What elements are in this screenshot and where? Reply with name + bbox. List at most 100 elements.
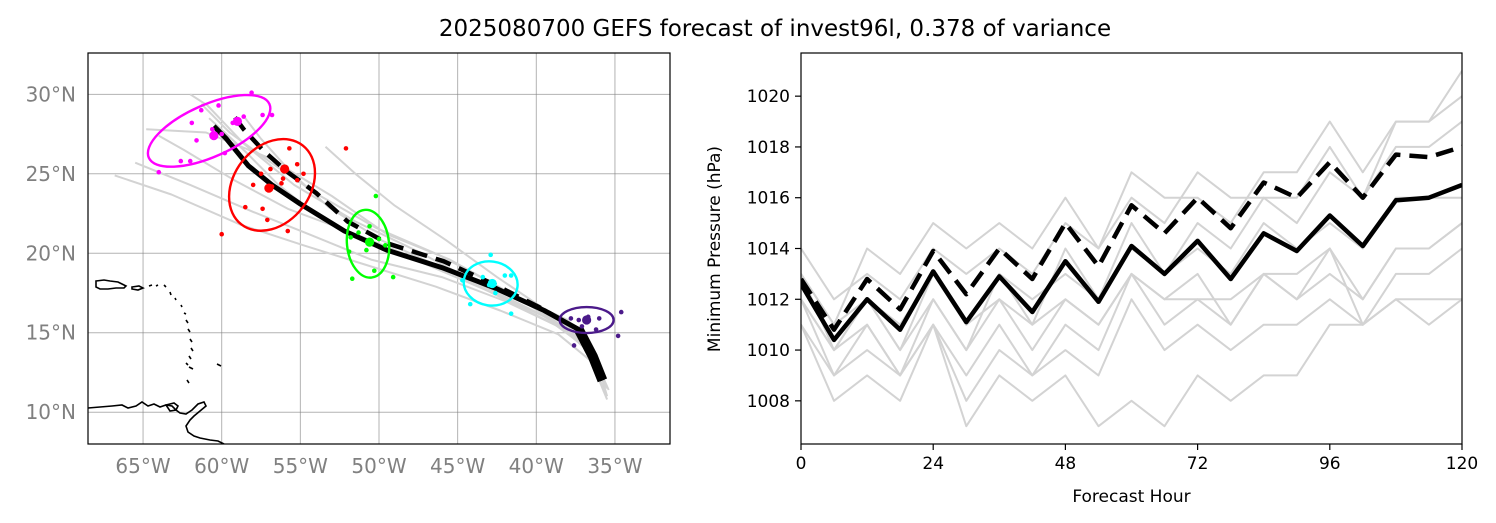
map-y-tick-label: 30°N (26, 82, 76, 106)
coastline-puerto-rico (131, 285, 145, 291)
member-position-dot (294, 161, 300, 167)
coastline-trinidad (164, 402, 180, 412)
member-position-dot (265, 217, 270, 223)
pressure-y-tick-label: 1010 (747, 341, 790, 361)
member-track (200, 103, 609, 388)
map-x-tick-label: 50°W (351, 454, 406, 478)
member-position-dot (576, 317, 582, 323)
member-position-dot (571, 343, 577, 348)
member-position-dot (260, 112, 265, 118)
member-position-dot (241, 114, 247, 119)
member-position-dot (187, 158, 193, 164)
member-position-dot (349, 276, 355, 281)
pressure-y-tick-label: 1014 (747, 240, 790, 260)
map-x-ticks: 65°W 60°W 55°W 50°W 45°W 40°W 35°W (115, 454, 642, 478)
member-position-dot (285, 228, 291, 234)
map-panel: 65°W 60°W 55°W 50°W 45°W 40°W 35°W 10°N 15°N 20°… (26, 52, 671, 478)
member-position-dot (268, 166, 273, 172)
mean-position-dot (209, 131, 219, 141)
member-position-dot (189, 120, 195, 126)
member-position-dot (260, 206, 265, 212)
member-position-dot (615, 333, 621, 339)
member-position-dot (593, 327, 599, 332)
map-frame (87, 52, 671, 445)
member-track (158, 134, 607, 378)
pressure-member-line (801, 222, 1462, 352)
member-position-dot (367, 223, 372, 229)
mean-position-dot (487, 278, 497, 289)
member-position-dot (488, 252, 493, 258)
coastline-leeward-islands (163, 284, 222, 384)
mean-position-dot (232, 116, 243, 126)
member-position-dot (258, 171, 264, 177)
figure-title: 2025080700 GEFS forecast of invest96l, 0… (439, 16, 1111, 42)
member-position-dot (280, 176, 286, 181)
map-x-tick-label: 65°W (115, 454, 170, 478)
coastlines (88, 279, 225, 444)
member-position-dot (508, 311, 514, 316)
mean-position-dot (582, 315, 592, 325)
mean-track-origin (574, 327, 608, 383)
pressure-member-line (801, 247, 1462, 402)
member-position-dot (242, 204, 248, 210)
pressure-x-tick-label: 0 (796, 454, 807, 474)
member-position-dot (502, 273, 508, 278)
pressure-member-line (801, 95, 1462, 301)
pressure-mean-lines (801, 144, 1462, 343)
pressure-y-ticks: 1008 1010 1012 1014 1016 1018 1020 (747, 87, 801, 412)
member-position-dot (219, 131, 225, 137)
member-position-dot (301, 171, 306, 177)
pressure-x-tick-label: 24 (922, 454, 944, 474)
pressure-x-tick-label: 72 (1187, 454, 1209, 474)
member-position-dot (373, 193, 379, 199)
uncertainty-ellipse (227, 137, 317, 232)
member-position-dot (508, 273, 514, 278)
member-position-dot (287, 146, 292, 151)
member-position-dot (156, 169, 162, 175)
mean-position-dot (264, 183, 274, 193)
pressure-mean-solid (801, 182, 1462, 343)
uncertainty-ellipses (146, 90, 624, 348)
map-x-tick-label: 45°W (430, 454, 485, 478)
member-position-dot (222, 150, 228, 156)
member-position-dot (294, 177, 300, 183)
member-position-dot (364, 247, 369, 253)
member-position-dot (460, 277, 465, 283)
member-position-dot (209, 126, 215, 132)
member-position-dot (194, 138, 199, 143)
member-position-dot (371, 268, 377, 274)
member-position-dot (493, 290, 498, 296)
map-y-ticks: 10°N 15°N 20°N 25°N 30°N (26, 82, 76, 424)
coastline-hispaniola (95, 279, 128, 290)
pressure-x-ticks: 0 24 48 72 96 120 (796, 444, 1478, 474)
coastline-virgin-islands (148, 284, 159, 287)
member-tracks (114, 93, 610, 400)
map-x-tick-label: 40°W (509, 454, 564, 478)
member-position-dot (480, 274, 486, 280)
pressure-y-tick-label: 1008 (747, 392, 790, 412)
pressure-y-tick-label: 1018 (747, 138, 790, 158)
mean-position-dot (280, 164, 290, 174)
member-position-dot (346, 249, 352, 254)
member-position-dot (348, 235, 353, 240)
pressure-x-tick-label: 96 (1319, 454, 1341, 474)
uncertainty-ellipse (558, 305, 615, 335)
uncertainty-ellipse (146, 93, 272, 168)
member-position-dot (579, 324, 585, 329)
pressure-y-tick-label: 1012 (747, 290, 790, 310)
pressure-panel: 0 24 48 72 96 120 1008 1010 1012 1014 1016 1018 102… (705, 52, 1478, 507)
member-position-dot (356, 230, 361, 235)
member-position-dot (618, 309, 624, 315)
pressure-x-tick-label: 48 (1055, 454, 1077, 474)
member-position-dot (376, 236, 382, 242)
member-position-dot (467, 301, 473, 307)
member-position-dot (568, 316, 574, 321)
map-x-tick-label: 55°W (273, 454, 328, 478)
member-position-dot (178, 158, 184, 164)
map-y-tick-label: 25°N (26, 162, 76, 186)
pressure-y-tick-label: 1020 (747, 87, 790, 107)
member-position-dot (343, 146, 349, 151)
member-position-dot (390, 274, 396, 280)
map-x-tick-label: 60°W (194, 454, 249, 478)
